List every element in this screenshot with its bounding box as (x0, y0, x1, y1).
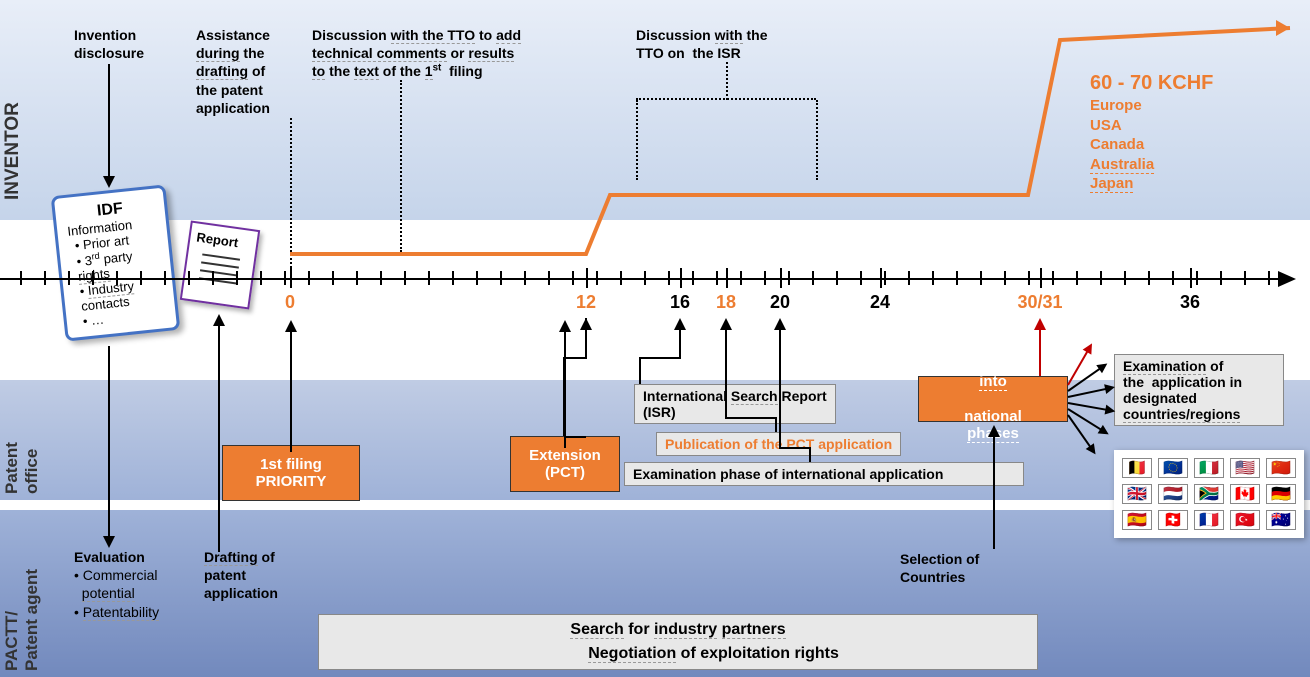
label-pactt: PACTT/Patent agent (2, 516, 42, 671)
label-patent-office: Patentoffice (2, 384, 42, 494)
box-search-partners: Search for industry partners Negotiation… (318, 614, 1038, 670)
box-first-filing: 1st filingPRIORITY (222, 445, 360, 501)
report-document: Report (180, 221, 260, 310)
arrow-isr-16 (636, 318, 696, 388)
box-exam-phase: Examination phase of international appli… (624, 462, 1024, 486)
flag-gb: 🇬🇧 (1122, 484, 1152, 504)
text-assistance: Assistanceduring thedrafting ofthe paten… (196, 26, 270, 117)
flag-tr: 🇹🇷 (1230, 510, 1260, 530)
flag-de: 🇩🇪 (1266, 484, 1296, 504)
arrow-exam-20 (774, 318, 834, 464)
timeline-axis (0, 278, 1280, 280)
arrow-invention-down (108, 64, 115, 188)
flag-be: 🇧🇪 (1122, 458, 1152, 478)
text-cost: 60 - 70 KCHF EuropeUSACanadaAustraliaJap… (1090, 70, 1213, 194)
text-discussion-tto: Discussion with the TTO to addtechnical … (312, 26, 521, 81)
arrow-first-filing-up (290, 320, 297, 452)
arrow-entry-3031 (1034, 318, 1054, 378)
label-inventor: INVENTOR (2, 20, 24, 200)
flag-eu: 🇪🇺 (1158, 458, 1188, 478)
text-discussion-isr: Discussion with theTTO on the ISR (636, 26, 767, 62)
flag-ch: 🇨🇭 (1158, 510, 1188, 530)
dotted-isr-mid (726, 62, 728, 100)
flag-it: 🇮🇹 (1194, 458, 1224, 478)
flag-au: 🇦🇺 (1266, 510, 1296, 530)
flag-nl: 🇳🇱 (1158, 484, 1188, 504)
flag-fr: 🇫🇷 (1194, 510, 1224, 530)
flag-us: 🇺🇸 (1230, 458, 1260, 478)
dotted-isr-right (816, 100, 818, 180)
text-evaluation: Evaluation• Commercial potential• Patent… (74, 548, 159, 621)
flag-za: 🇿🇦 (1194, 484, 1224, 504)
text-invention-disclosure: Inventiondisclosure (74, 26, 144, 62)
arrow-pub-18 (720, 318, 780, 434)
arrow-idf-down (108, 346, 115, 548)
box-exam-app: Examination ofthe application indesignat… (1114, 354, 1284, 426)
flags-grid: 🇧🇪 🇪🇺 🇮🇹 🇺🇸 🇨🇳 🇬🇧 🇳🇱 🇿🇦 🇨🇦 🇩🇪 🇪🇸 🇨🇭 🇫🇷 🇹… (1114, 450, 1304, 538)
dotted-assistance (290, 118, 292, 268)
box-entry: Entry intonational phases (918, 376, 1068, 422)
flag-cn: 🇨🇳 (1266, 458, 1296, 478)
flag-es: 🇪🇸 (1122, 510, 1152, 530)
arrow-report-up (218, 314, 225, 552)
text-selection: Selection ofCountries (900, 550, 979, 586)
dotted-isr-left (636, 100, 638, 180)
text-drafting: Drafting ofpatentapplication (204, 548, 278, 603)
arrow-ext-12 (560, 318, 600, 438)
flag-ca: 🇨🇦 (1230, 484, 1260, 504)
dotted-isr-h (636, 98, 816, 100)
idf-document: IDF Information Prior art 3rd party righ… (51, 184, 181, 342)
arrow-selection-up (988, 425, 1008, 551)
dotted-discussion (400, 80, 402, 252)
